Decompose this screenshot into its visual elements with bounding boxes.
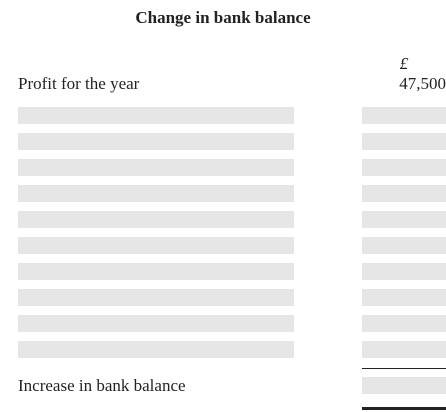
redacted-bar [362,341,446,358]
redacted-bar [362,107,446,124]
redacted-bar [18,263,294,280]
redacted-bar [18,159,294,176]
redacted-bar [18,185,294,202]
redacted-bar [18,107,294,124]
redacted-total [362,377,446,394]
title: Change in bank balance [135,8,311,27]
redacted-bar [362,159,446,176]
currency-header: £ [399,54,409,73]
total-label: Increase in bank balance [18,376,186,395]
redacted-bar [18,133,294,150]
row-label: Profit for the year [18,74,140,93]
redacted-bar [18,341,294,358]
subtotal-rule [362,368,446,369]
redacted-bar [18,289,294,306]
redacted-bar [362,315,446,332]
redacted-bar [362,211,446,228]
redacted-bar [362,133,446,150]
row-value: 47,500 [399,74,446,93]
redacted-bar [362,289,446,306]
redacted-bar [18,211,294,228]
redacted-bar [18,237,294,254]
redacted-bar [362,237,446,254]
redacted-bar [362,263,446,280]
redacted-bar [362,185,446,202]
total-rule [362,407,446,410]
redacted-bar [18,315,294,332]
